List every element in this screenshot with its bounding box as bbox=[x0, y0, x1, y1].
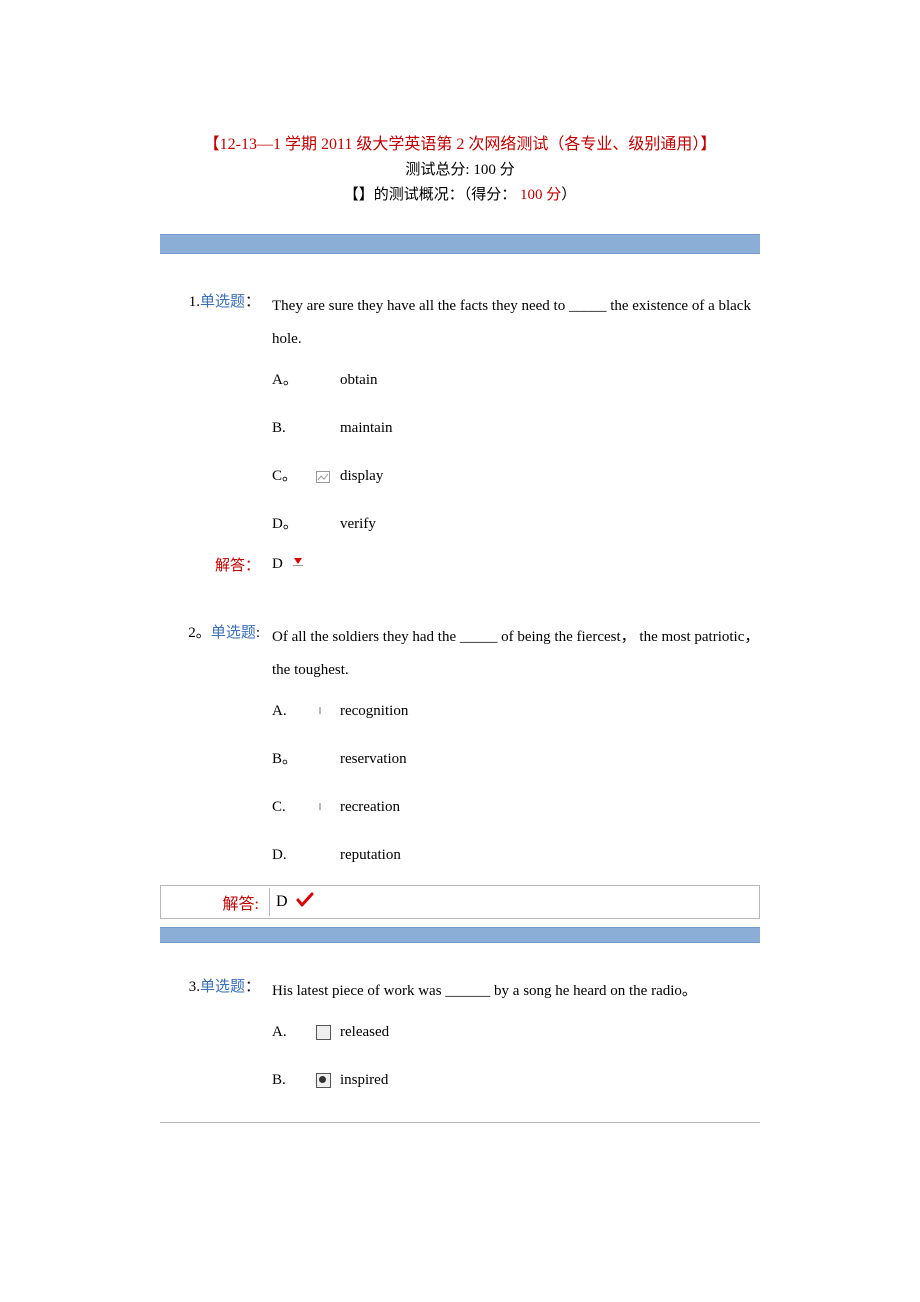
radio-on-icon[interactable] bbox=[316, 1068, 340, 1092]
q-num: 2。 bbox=[188, 625, 211, 641]
option-letter: A。 bbox=[272, 368, 316, 392]
options: A. recognition B。 reservation C. recreat… bbox=[160, 687, 760, 879]
option-letter: A. bbox=[272, 1020, 316, 1044]
options: A。 obtain B. maintain C。 display D。 veri… bbox=[160, 356, 760, 548]
page: 【12-13—1 学期 2011 级大学英语第 2 次网络测试（各专业、级别通用… bbox=[0, 0, 920, 1163]
image-placeholder-icon bbox=[316, 464, 340, 488]
option-text: display bbox=[340, 464, 383, 488]
answer-row-boxed: 解答: D bbox=[160, 885, 760, 919]
answer-label: 解答: bbox=[161, 888, 270, 916]
bottom-divider bbox=[160, 1122, 760, 1123]
option-letter: B. bbox=[272, 416, 316, 440]
option-text: recognition bbox=[340, 699, 408, 723]
option-text: reputation bbox=[340, 843, 401, 867]
option-letter: C. bbox=[272, 795, 316, 819]
overview-suffix: ） bbox=[561, 187, 576, 203]
answer-letter: D bbox=[276, 893, 288, 911]
q-num: 3. bbox=[189, 979, 200, 995]
option-letter: C。 bbox=[272, 464, 316, 488]
question-row: 3.单选题： His latest piece of work was ____… bbox=[160, 967, 760, 1008]
q-type: 单选题 bbox=[200, 294, 245, 310]
overview-score: 100 分 bbox=[516, 187, 561, 203]
question-row: 2。单选题: Of all the soldiers they had the … bbox=[160, 613, 760, 687]
tiny-mark-icon bbox=[316, 699, 340, 723]
option[interactable]: B. maintain bbox=[272, 404, 760, 452]
question-text: Of all the soldiers they had the _____ o… bbox=[272, 621, 760, 687]
question-text: His latest piece of work was ______ by a… bbox=[272, 975, 760, 1008]
option-letter: A. bbox=[272, 699, 316, 723]
answer-value: D bbox=[276, 892, 314, 913]
option[interactable]: D. reputation bbox=[272, 831, 760, 879]
q-type: 单选题 bbox=[200, 979, 245, 995]
radio-off-icon[interactable] bbox=[316, 1020, 340, 1044]
q-colon: ： bbox=[245, 979, 260, 995]
overview-prefix: 【】的测试概况：（得分： bbox=[344, 187, 517, 203]
option-letter: D. bbox=[272, 843, 316, 867]
option[interactable]: A。 obtain bbox=[272, 356, 760, 404]
question-block: 3.单选题： His latest piece of work was ____… bbox=[160, 943, 760, 1104]
option[interactable]: B. inspired bbox=[272, 1056, 760, 1104]
question-number: 3.单选题： bbox=[160, 975, 272, 996]
option-text: recreation bbox=[340, 795, 400, 819]
question-number: 2。单选题: bbox=[160, 621, 272, 642]
option[interactable]: B。 reservation bbox=[272, 735, 760, 783]
option-text: released bbox=[340, 1020, 389, 1044]
down-arrow-icon bbox=[291, 556, 305, 573]
tiny-mark-icon bbox=[316, 795, 340, 819]
option[interactable]: C. recreation bbox=[272, 783, 760, 831]
q-colon: : bbox=[256, 625, 260, 641]
option-letter: B。 bbox=[272, 747, 316, 771]
option-text: verify bbox=[340, 512, 376, 536]
option-letter: D。 bbox=[272, 512, 316, 536]
option-text: inspired bbox=[340, 1068, 388, 1092]
option-letter: B. bbox=[272, 1068, 316, 1092]
answer-value: D bbox=[272, 556, 305, 573]
question-block: 2。单选题: Of all the soldiers they had the … bbox=[160, 585, 760, 919]
separator-bar bbox=[160, 927, 760, 943]
check-icon bbox=[296, 892, 314, 913]
question-number: 1.单选题： bbox=[160, 290, 272, 311]
q-colon: ： bbox=[245, 294, 260, 310]
total-score: 测试总分: 100 分 bbox=[160, 158, 760, 179]
question-row: 1.单选题： They are sure they have all the f… bbox=[160, 282, 760, 356]
question-text: They are sure they have all the facts th… bbox=[272, 290, 760, 356]
option[interactable]: C。 display bbox=[272, 452, 760, 500]
separator-bar bbox=[160, 234, 760, 254]
option[interactable]: D。 verify bbox=[272, 500, 760, 548]
answer-label: 解答： bbox=[160, 554, 272, 575]
option[interactable]: A. recognition bbox=[272, 687, 760, 735]
q-type: 单选题 bbox=[211, 625, 256, 641]
q-num: 1. bbox=[189, 294, 200, 310]
score-overview: 【】的测试概况：（得分： 100 分） bbox=[160, 183, 760, 204]
option-text: maintain bbox=[340, 416, 393, 440]
option[interactable]: A. released bbox=[272, 1008, 760, 1056]
question-block: 1.单选题： They are sure they have all the f… bbox=[160, 254, 760, 585]
answer-letter: D bbox=[272, 556, 283, 573]
exam-title: 【12-13—1 学期 2011 级大学英语第 2 次网络测试（各专业、级别通用… bbox=[160, 130, 760, 154]
option-text: obtain bbox=[340, 368, 378, 392]
option-text: reservation bbox=[340, 747, 407, 771]
options: A. released B. inspired bbox=[160, 1008, 760, 1104]
answer-row: 解答： D bbox=[160, 548, 760, 585]
